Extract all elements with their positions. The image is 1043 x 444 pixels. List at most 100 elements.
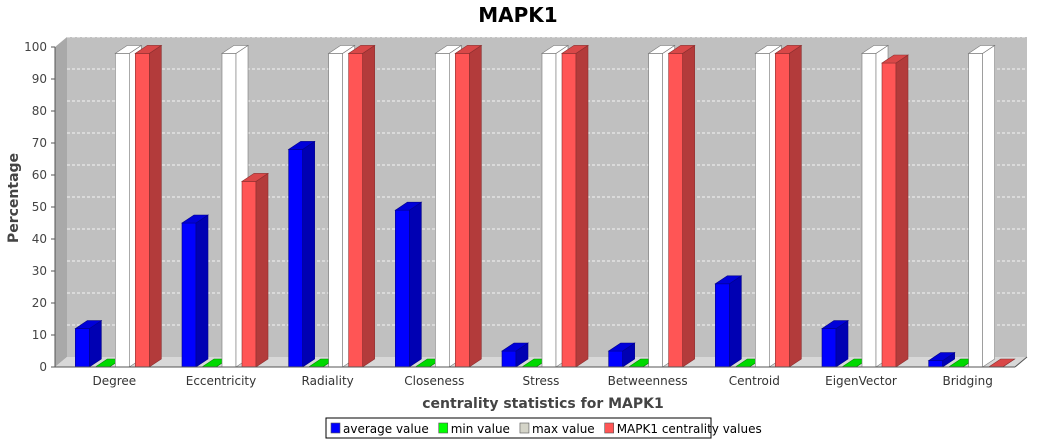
bar <box>821 320 849 368</box>
bar <box>347 44 376 368</box>
legend-swatch <box>519 422 530 434</box>
bar <box>714 275 743 368</box>
bar-side <box>362 44 375 368</box>
bar-front <box>181 222 197 368</box>
bar-top <box>967 45 996 54</box>
y-tick-label: 60 <box>32 168 47 182</box>
bar <box>967 44 996 368</box>
bar-top <box>821 320 849 329</box>
bar-side <box>302 140 315 368</box>
bar-front <box>241 181 257 368</box>
y-tick-label: 0 <box>39 360 47 374</box>
x-tick-label: Bridging <box>943 374 993 388</box>
bar-top <box>241 173 269 182</box>
bar-top <box>881 54 909 64</box>
bar <box>927 352 956 368</box>
bar-top <box>647 45 676 54</box>
x-axis: Degree Eccentricity Radiality Closeness Stre… <box>55 356 1028 388</box>
bar-top <box>347 45 376 54</box>
bar-front <box>715 283 730 368</box>
bar-top <box>114 45 143 54</box>
legend-item-label: min value <box>451 422 510 436</box>
y-tick-label: 20 <box>32 296 47 310</box>
bar-front <box>821 328 837 368</box>
bar <box>607 342 636 368</box>
y-axis: 0 10 20 30 40 50 60 70 80 90 100 <box>24 40 56 374</box>
bar-front <box>435 53 450 368</box>
x-tick-label: Stress <box>523 374 560 388</box>
bar-front <box>395 209 410 368</box>
legend-swatch <box>330 422 341 434</box>
bar-top <box>561 45 589 54</box>
x-tick-label: Radiality <box>302 374 354 388</box>
bar-front <box>648 53 663 368</box>
bar-top <box>501 342 529 352</box>
y-tick-label: 50 <box>32 200 47 214</box>
bar <box>667 44 696 368</box>
bar <box>881 54 909 368</box>
y-tick-label: 100 <box>24 40 47 54</box>
legend-item-label: average value <box>343 422 429 436</box>
bar-side <box>255 172 269 368</box>
y-tick-label: 10 <box>32 328 47 342</box>
bar-side <box>149 44 162 368</box>
plot-left-wall <box>55 37 67 367</box>
bar <box>74 320 103 368</box>
bar-front <box>755 53 770 368</box>
legend: average value min value max value MAPK1 cen… <box>325 417 762 439</box>
y-axis-label: Percentage <box>6 153 22 243</box>
bar-side <box>982 44 995 368</box>
x-tick-label: Closeness <box>404 374 464 388</box>
bar-top <box>394 201 423 211</box>
bar-side <box>195 214 209 368</box>
bar-top <box>454 45 483 54</box>
legend-swatch <box>438 422 449 434</box>
bar-front <box>455 53 470 368</box>
bar-top <box>541 45 569 54</box>
bar-front <box>968 53 983 368</box>
bar-top <box>927 352 956 361</box>
legend-item-label: MAPK1 centrality values <box>617 422 762 436</box>
x-tick-label: EigenVector <box>825 374 897 388</box>
bar-front <box>115 53 130 368</box>
legend-swatch <box>604 422 615 434</box>
bar-side <box>469 44 482 368</box>
bar <box>134 44 163 368</box>
bar-front <box>668 53 683 368</box>
bar-front <box>501 350 517 368</box>
bar-top <box>134 45 163 54</box>
bar-side <box>789 44 802 368</box>
y-tick-label: 90 <box>32 72 47 86</box>
y-tick-label: 30 <box>32 264 47 278</box>
bar-front <box>288 149 303 368</box>
bar <box>181 214 209 368</box>
x-tick-label: Betweenness <box>608 374 688 388</box>
bar <box>241 172 269 368</box>
bar-side <box>409 201 422 368</box>
bar-top <box>327 45 356 54</box>
bar-front <box>881 62 897 368</box>
bar-top <box>74 320 103 329</box>
bar-top <box>287 141 316 150</box>
x-tick-label: Degree <box>92 374 136 388</box>
bar <box>454 44 483 368</box>
bar-top <box>434 45 463 54</box>
bar-top <box>667 45 696 54</box>
chart-title: MAPK1 <box>478 3 557 27</box>
bar-top <box>607 342 636 352</box>
x-tick-label: Eccentricity <box>186 374 256 388</box>
bar-top <box>181 214 209 224</box>
legend-item-label: max value <box>532 422 595 436</box>
y-tick-label: 40 <box>32 232 47 246</box>
x-axis-edge <box>1014 356 1028 368</box>
x-tick-label: Centroid <box>729 374 780 388</box>
bar-side <box>729 275 742 368</box>
bar <box>287 140 316 368</box>
bar-front <box>561 53 577 368</box>
bar-front <box>75 328 90 368</box>
bar-front <box>348 53 363 368</box>
bar-front <box>541 53 557 368</box>
legend-box <box>325 417 712 439</box>
